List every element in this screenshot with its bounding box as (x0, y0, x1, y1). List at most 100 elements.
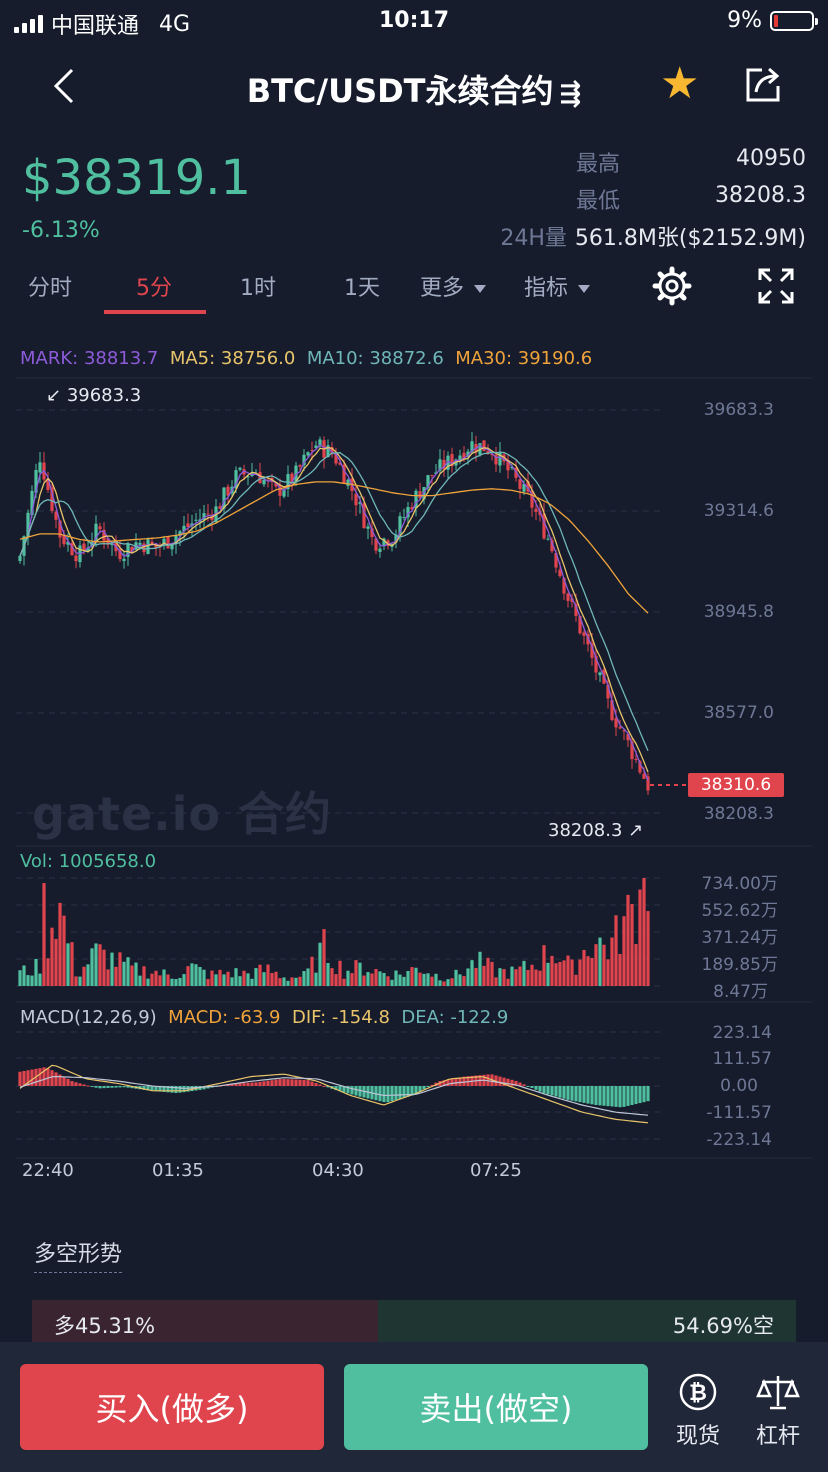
volume-bar (322, 929, 326, 986)
macd-bar (66, 1078, 70, 1086)
macd-bar (358, 1086, 362, 1097)
volume-bar (374, 969, 378, 986)
volume-bar (386, 976, 390, 986)
macd-bar (282, 1078, 286, 1086)
candle (42, 452, 46, 482)
macd-value: MACD: -63.9 (168, 1007, 281, 1028)
volume-bar (470, 960, 474, 986)
candle (306, 451, 310, 457)
macd-bar (262, 1081, 266, 1086)
kline-chart[interactable] (0, 336, 828, 1166)
share-icon[interactable] (742, 64, 784, 106)
x-tick: 04:30 (312, 1160, 364, 1181)
fullscreen-icon[interactable] (758, 268, 794, 304)
macd-bar (582, 1086, 586, 1103)
macd-bar (82, 1084, 86, 1086)
candle (370, 520, 374, 545)
buy-long-button[interactable]: 买入(做多) (20, 1364, 324, 1450)
macd-bar (70, 1081, 74, 1086)
candle-body (70, 543, 74, 556)
switch-pair-icon[interactable]: ⇶ (559, 79, 582, 109)
macd-bar (114, 1086, 118, 1088)
macd-bar (510, 1079, 514, 1086)
candle-body (554, 553, 558, 568)
candle-body (62, 535, 66, 545)
tab-timeline[interactable]: 分时 (28, 276, 73, 301)
macd-bar (590, 1086, 594, 1105)
macd-bar (38, 1068, 42, 1086)
tab-5min[interactable]: 5分 (136, 276, 172, 301)
candle-body (558, 569, 562, 577)
candle-body (530, 490, 534, 508)
page-title[interactable]: BTC/USDT永续合约 ⇶ (0, 66, 828, 112)
low-marker: 38208.3 ↗ (548, 820, 643, 841)
candle-body (174, 535, 178, 545)
volume-bar (250, 978, 254, 986)
macd-bar (578, 1086, 582, 1103)
margin-button[interactable]: 杠杆 (738, 1372, 818, 1450)
ma5-line (19, 446, 649, 773)
battery-icon (770, 10, 818, 31)
candle (458, 449, 462, 465)
volume-bar (118, 952, 122, 986)
star-icon[interactable]: ★ (660, 58, 700, 109)
candle-body (562, 577, 566, 594)
candle-body (314, 445, 318, 449)
candle (206, 503, 210, 522)
high-marker: ↙ 39683.3 (46, 385, 141, 406)
sell-short-button[interactable]: 卖出(做空) (344, 1364, 648, 1450)
macd-bar (62, 1076, 66, 1086)
candle-body (246, 476, 250, 478)
long-short-title[interactable]: 多空形势 (34, 1236, 123, 1273)
candle-body (190, 523, 194, 526)
volume-bar (554, 963, 558, 986)
chevron-left-icon[interactable] (44, 64, 88, 108)
candle-body (318, 439, 322, 447)
volume-bar (490, 961, 494, 986)
gear-icon[interactable] (652, 266, 692, 306)
candle-body (298, 465, 302, 467)
main-legend: MARK: 38813.7 MA5: 38756.0 MA10: 38872.6… (20, 348, 592, 369)
macd-bar (30, 1069, 34, 1086)
candle-body (630, 741, 634, 760)
macd-bar (254, 1082, 258, 1086)
candle (622, 728, 626, 741)
volume-bar (626, 894, 630, 986)
tab-1day[interactable]: 1天 (344, 276, 380, 301)
tab-more[interactable]: 更多 (420, 270, 487, 302)
volume-bar (114, 966, 118, 986)
candle (74, 548, 78, 569)
volume-bar (126, 957, 130, 986)
candle (518, 475, 522, 500)
candle-body (582, 632, 586, 636)
tab-1hour[interactable]: 1时 (240, 276, 276, 301)
volume-bar (506, 978, 510, 986)
volume-bar (70, 942, 74, 986)
macd-bar (166, 1086, 170, 1093)
volume-bar (258, 964, 262, 986)
candle-body (518, 479, 522, 489)
macd-bar (150, 1086, 154, 1091)
candle (26, 509, 30, 546)
tab-indicators[interactable]: 指标 (524, 270, 591, 302)
spot-button[interactable]: ₿ 现货 (658, 1372, 738, 1450)
tab-more-label: 更多 (420, 276, 465, 301)
macd-bar (106, 1086, 110, 1088)
volume-bars (18, 878, 650, 986)
volume-bar (630, 903, 634, 986)
macd-bar (526, 1086, 530, 1087)
candle-body (66, 541, 70, 545)
candle-body (218, 506, 222, 509)
macd-bar (230, 1083, 234, 1086)
volume-bar (170, 978, 174, 986)
macd-bar (630, 1086, 634, 1105)
macd-bar (26, 1070, 30, 1086)
volume-bar (202, 969, 206, 986)
volume-bar (226, 971, 230, 986)
candle (334, 447, 338, 466)
volume-bar (562, 960, 566, 986)
macd-bar (242, 1082, 246, 1086)
candle-body (182, 525, 186, 532)
market-stats: 最高 40950 最低 38208.3 24H量 561.8M张($2152.9… (446, 146, 806, 257)
volume-bar (354, 960, 358, 986)
